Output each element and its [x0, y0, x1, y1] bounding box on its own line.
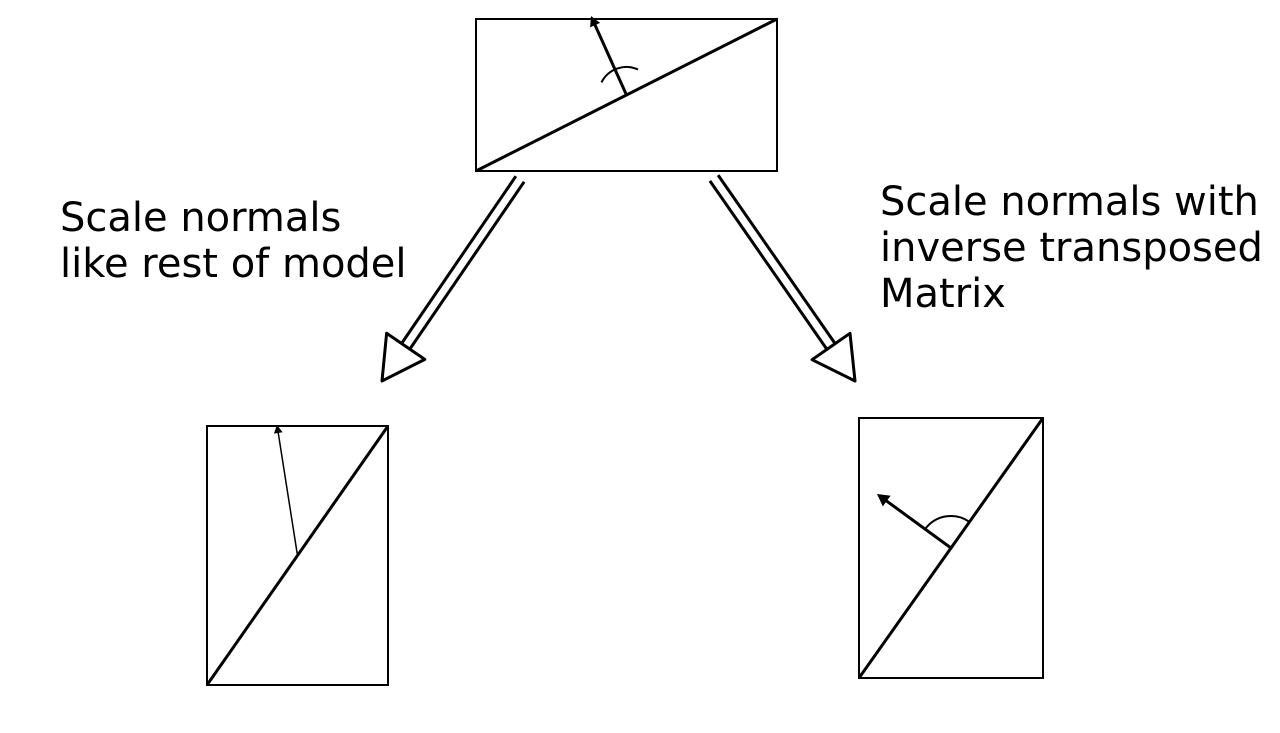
- label-right: Scale normals with inverse transposed Ma…: [880, 179, 1263, 317]
- label-left: Scale normals like rest of model: [60, 195, 407, 287]
- diagram-canvas: [0, 0, 1280, 733]
